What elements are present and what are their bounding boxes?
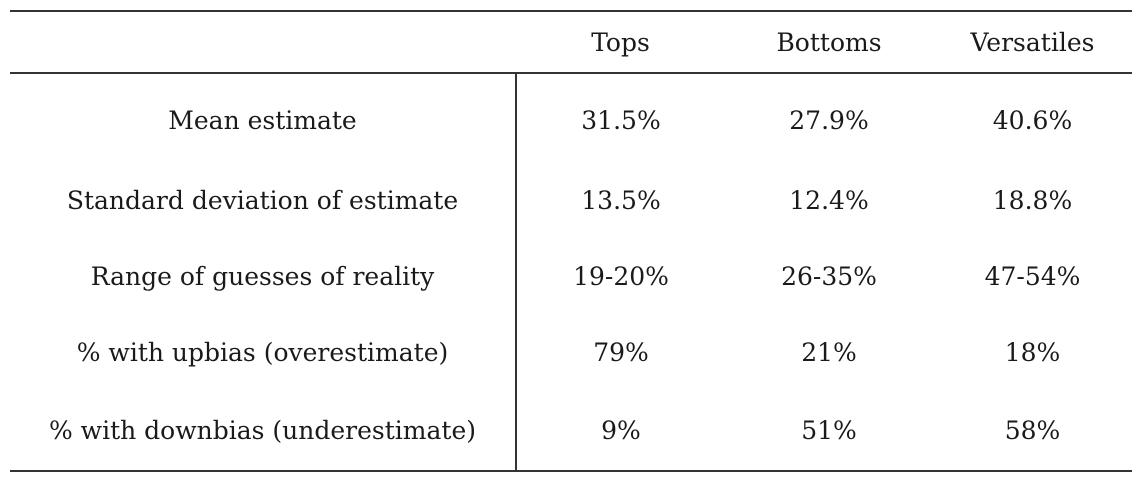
cell-bottoms: 26-35% <box>781 261 877 291</box>
cell-bottoms: 51% <box>725 390 933 472</box>
header-row: Tops Bottoms Versatiles <box>10 10 1132 74</box>
row-label: Range of guesses of reality <box>10 238 517 314</box>
cell-bottoms: 12.4% <box>789 185 869 215</box>
row-label: Mean estimate <box>10 73 517 162</box>
row-label: % with downbias (underestimate) <box>10 390 517 472</box>
cell-versatiles: 18% <box>1004 337 1061 367</box>
table-row: Standard deviation of estimate 13.5% 12.… <box>10 162 1132 238</box>
header-cell-empty <box>10 10 516 74</box>
data-table-container: Tops Bottoms Versatiles Mean estimate 31… <box>10 10 1132 472</box>
cell-versatiles: 47-54% <box>984 261 1081 291</box>
cell-versatiles: 18.8% <box>992 185 1073 215</box>
cell-tops: 79% <box>593 337 649 367</box>
header-cell-tops: Tops <box>516 10 725 74</box>
cell-tops: 31.5% <box>581 105 661 135</box>
cell-tops: 19-20% <box>573 261 669 291</box>
header-cell-versatiles: Versatiles <box>933 10 1132 74</box>
table-row: Mean estimate 31.5% 27.9% 40.6% <box>10 73 1132 162</box>
cell-versatiles: 40.6% <box>992 105 1073 135</box>
header-cell-bottoms: Bottoms <box>725 10 933 74</box>
cell-tops: 9% <box>516 390 725 472</box>
cell-bottoms: 21% <box>801 337 857 367</box>
row-label: Standard deviation of estimate <box>10 162 517 238</box>
cell-tops: 13.5% <box>581 185 661 215</box>
cell-versatiles: 58% <box>933 390 1132 472</box>
row-label: % with upbias (overestimate) <box>10 314 517 390</box>
table-row: % with upbias (overestimate) 79% 21% 18% <box>10 314 1132 390</box>
cell-bottoms: 27.9% <box>789 105 869 135</box>
table-row: % with downbias (underestimate) 9% 51% 5… <box>10 390 1132 472</box>
data-table: Tops Bottoms Versatiles Mean estimate 31… <box>10 10 1132 472</box>
table-row: Range of guesses of reality 19-20% 26-35… <box>10 238 1132 314</box>
